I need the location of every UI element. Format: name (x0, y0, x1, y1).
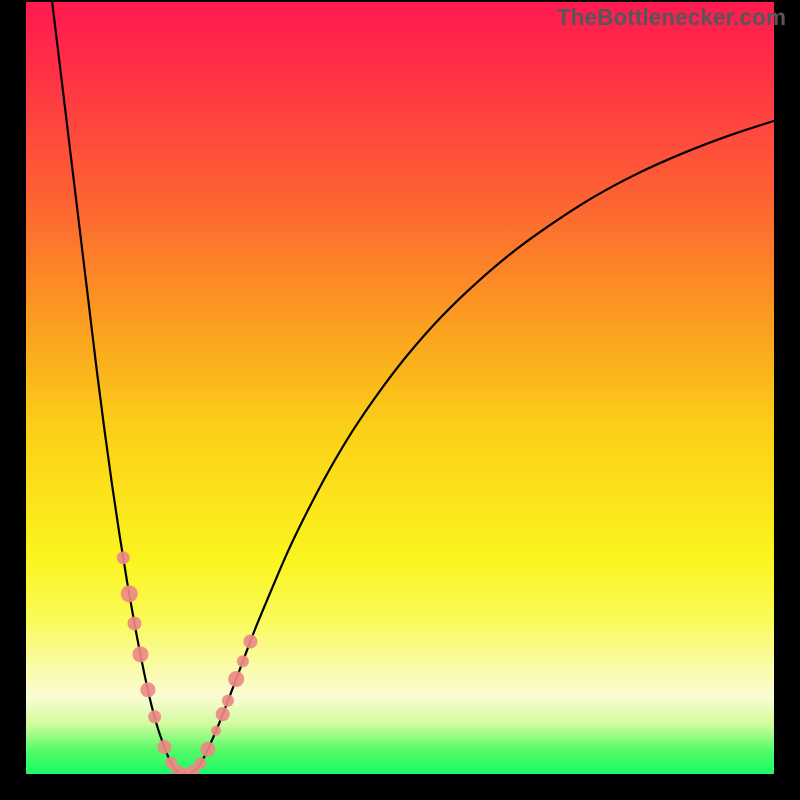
data-marker (117, 551, 130, 564)
data-marker (194, 757, 206, 769)
data-marker (132, 646, 148, 662)
data-marker (228, 671, 244, 687)
data-marker (127, 616, 141, 630)
data-marker (222, 695, 234, 707)
data-marker (148, 710, 161, 723)
data-marker (211, 726, 221, 736)
data-marker (140, 682, 155, 697)
data-marker (216, 707, 230, 721)
data-marker (121, 585, 138, 602)
watermark-text: TheBottlenecker.com (557, 4, 786, 31)
data-marker (200, 742, 215, 757)
data-marker (237, 655, 249, 667)
bottleneck-chart: TheBottlenecker.com (0, 0, 800, 800)
chart-svg (0, 0, 800, 800)
data-marker (243, 634, 257, 648)
data-marker (157, 740, 171, 754)
